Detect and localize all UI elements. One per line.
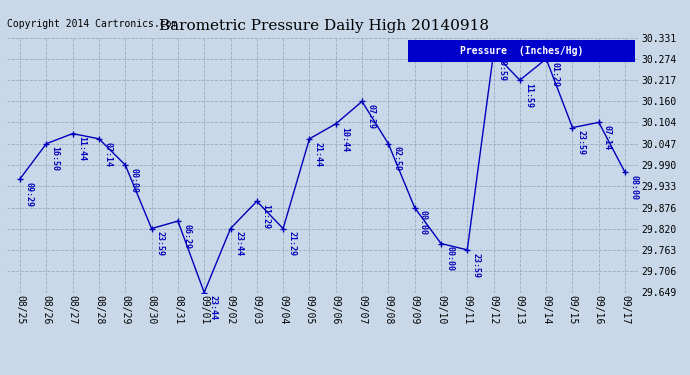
Text: 00:00: 00:00 bbox=[445, 246, 454, 271]
Text: Barometric Pressure Daily High 20140918: Barometric Pressure Daily High 20140918 bbox=[159, 19, 489, 33]
Text: 23:59: 23:59 bbox=[471, 253, 480, 278]
Text: 10:59: 10:59 bbox=[497, 56, 506, 81]
Text: Copyright 2014 Cartronics.com: Copyright 2014 Cartronics.com bbox=[7, 19, 177, 29]
Text: 02:59: 02:59 bbox=[393, 147, 402, 171]
Text: 23:44: 23:44 bbox=[235, 231, 244, 256]
Text: 23:44: 23:44 bbox=[208, 295, 217, 320]
Text: 08:00: 08:00 bbox=[629, 175, 638, 200]
Text: 06:29: 06:29 bbox=[182, 224, 191, 249]
Text: 21:29: 21:29 bbox=[287, 231, 296, 256]
Text: 01:29: 01:29 bbox=[551, 62, 560, 87]
Text: 23:59: 23:59 bbox=[156, 231, 165, 256]
Text: 11:44: 11:44 bbox=[77, 136, 86, 161]
Text: 09:29: 09:29 bbox=[24, 182, 33, 207]
Text: 00:00: 00:00 bbox=[419, 210, 428, 236]
Text: 00:00: 00:00 bbox=[130, 168, 139, 193]
Text: 21:44: 21:44 bbox=[313, 142, 323, 166]
Text: 23:59: 23:59 bbox=[577, 130, 586, 155]
Text: 07:14: 07:14 bbox=[603, 125, 612, 150]
Text: 16:50: 16:50 bbox=[50, 147, 59, 171]
Text: 07:14: 07:14 bbox=[103, 142, 112, 166]
Text: 11:29: 11:29 bbox=[261, 204, 270, 229]
Text: 11:59: 11:59 bbox=[524, 83, 533, 108]
Text: 07:29: 07:29 bbox=[366, 104, 375, 129]
Text: 10:44: 10:44 bbox=[340, 127, 349, 152]
